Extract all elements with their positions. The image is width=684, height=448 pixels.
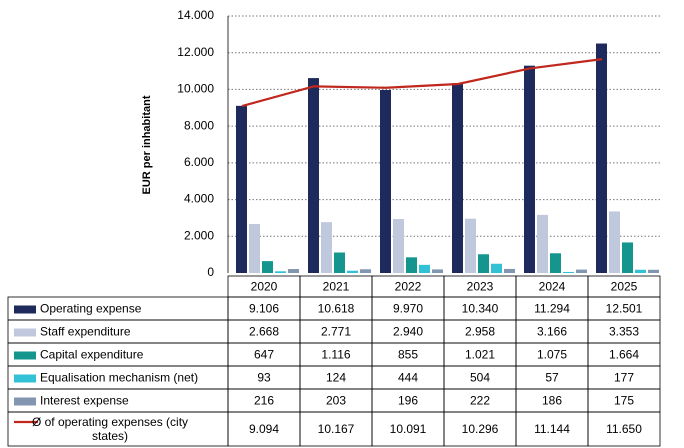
data-label: 10.618	[318, 302, 355, 316]
data-label: 10.091	[390, 422, 427, 436]
bar	[393, 219, 404, 273]
bar	[491, 263, 502, 273]
table-cell	[587, 411, 661, 447]
data-label: 1.075	[537, 348, 567, 362]
legend-label-box: Ø of operating expenses (city states)	[31, 415, 189, 443]
bar	[360, 269, 371, 273]
bar	[236, 105, 247, 273]
legend-swatch	[14, 374, 36, 383]
bar	[321, 222, 332, 273]
bar	[648, 269, 659, 273]
bar	[596, 43, 607, 273]
legend-label: Staff expenditure	[40, 325, 131, 339]
data-label: 1.116	[321, 348, 350, 362]
legend-label: Interest expense	[40, 394, 129, 408]
data-label: 196	[398, 394, 418, 408]
bar	[465, 218, 476, 273]
data-label: 647	[254, 348, 274, 362]
bar	[419, 264, 430, 273]
data-label: 1.664	[609, 348, 639, 362]
x-tick-label: 2024	[539, 280, 566, 294]
data-label: 186	[542, 394, 562, 408]
bar	[275, 271, 286, 273]
bar	[524, 65, 535, 273]
data-label: 175	[614, 394, 634, 408]
data-label: 10.340	[462, 302, 499, 316]
legend-swatch	[14, 351, 36, 360]
data-label: 93	[257, 371, 271, 385]
data-label: 11.294	[534, 302, 570, 316]
bar	[334, 252, 345, 273]
data-label: 177	[614, 371, 634, 385]
data-label: 11.144	[534, 422, 570, 436]
data-label: 10.296	[462, 422, 499, 436]
legend-swatch	[14, 328, 36, 337]
data-label: 57	[545, 371, 559, 385]
y-tick-label: 4.000	[184, 192, 214, 206]
legend-label: Capital expenditure	[40, 348, 144, 362]
data-label: 124	[326, 371, 346, 385]
bar	[452, 83, 463, 274]
bar	[622, 242, 633, 273]
bar	[609, 211, 620, 273]
bar	[432, 269, 443, 273]
data-label: 3.353	[609, 325, 639, 339]
data-label: 504	[470, 371, 490, 385]
legend-swatch	[14, 305, 36, 314]
data-label: 9.970	[393, 302, 423, 316]
bar	[308, 78, 319, 273]
data-label: 444	[398, 371, 418, 385]
data-label: 3.166	[537, 325, 567, 339]
data-label: 855	[398, 348, 418, 362]
data-label: 10.167	[318, 422, 355, 436]
bar	[478, 254, 489, 273]
bar	[537, 214, 548, 273]
y-tick-label: 6.000	[184, 155, 214, 169]
bar	[635, 269, 646, 273]
bar	[288, 269, 299, 273]
y-axis-label: EUR per inhabitant	[141, 95, 153, 194]
x-tick-label: 2022	[395, 280, 422, 294]
y-tick-label: 8.000	[184, 118, 214, 132]
legend-label: Operating expense	[40, 302, 142, 316]
x-tick-label: 2025	[611, 280, 638, 294]
data-label: 216	[254, 394, 274, 408]
bar	[550, 253, 561, 273]
y-tick-label: 10.000	[177, 82, 214, 96]
legend-label: Ø of operating expenses (city states)	[31, 415, 189, 443]
x-tick-label: 2020	[251, 280, 278, 294]
data-label: 1.021	[465, 348, 495, 362]
data-label: 2.668	[249, 325, 279, 339]
y-tick-label: 12.000	[177, 45, 214, 59]
data-label: 9.094	[249, 422, 279, 436]
bar	[406, 257, 417, 273]
y-tick-label: 2.000	[184, 228, 214, 242]
bar	[504, 268, 515, 273]
data-label: 2.771	[321, 325, 351, 339]
data-label: 203	[326, 394, 346, 408]
bar	[380, 89, 391, 274]
x-tick-label: 2023	[467, 280, 494, 294]
bar	[576, 269, 587, 273]
legend-swatch	[14, 397, 36, 406]
bar	[347, 270, 358, 273]
y-tick-label: 14.000	[177, 8, 214, 22]
y-tick-label: 0	[207, 265, 214, 279]
data-label: 2.940	[393, 325, 423, 339]
x-tick-label: 2021	[323, 280, 350, 294]
average-line	[241, 58, 603, 108]
data-label: 12.501	[606, 302, 643, 316]
data-label: 2.958	[465, 325, 495, 339]
bar	[563, 271, 574, 273]
data-label: 222	[470, 394, 490, 408]
bar	[262, 261, 273, 273]
bar	[249, 224, 260, 273]
data-label: 11.650	[606, 422, 642, 436]
data-label: 9.106	[249, 302, 279, 316]
legend-label: Equalisation mechanism (net)	[40, 371, 198, 385]
